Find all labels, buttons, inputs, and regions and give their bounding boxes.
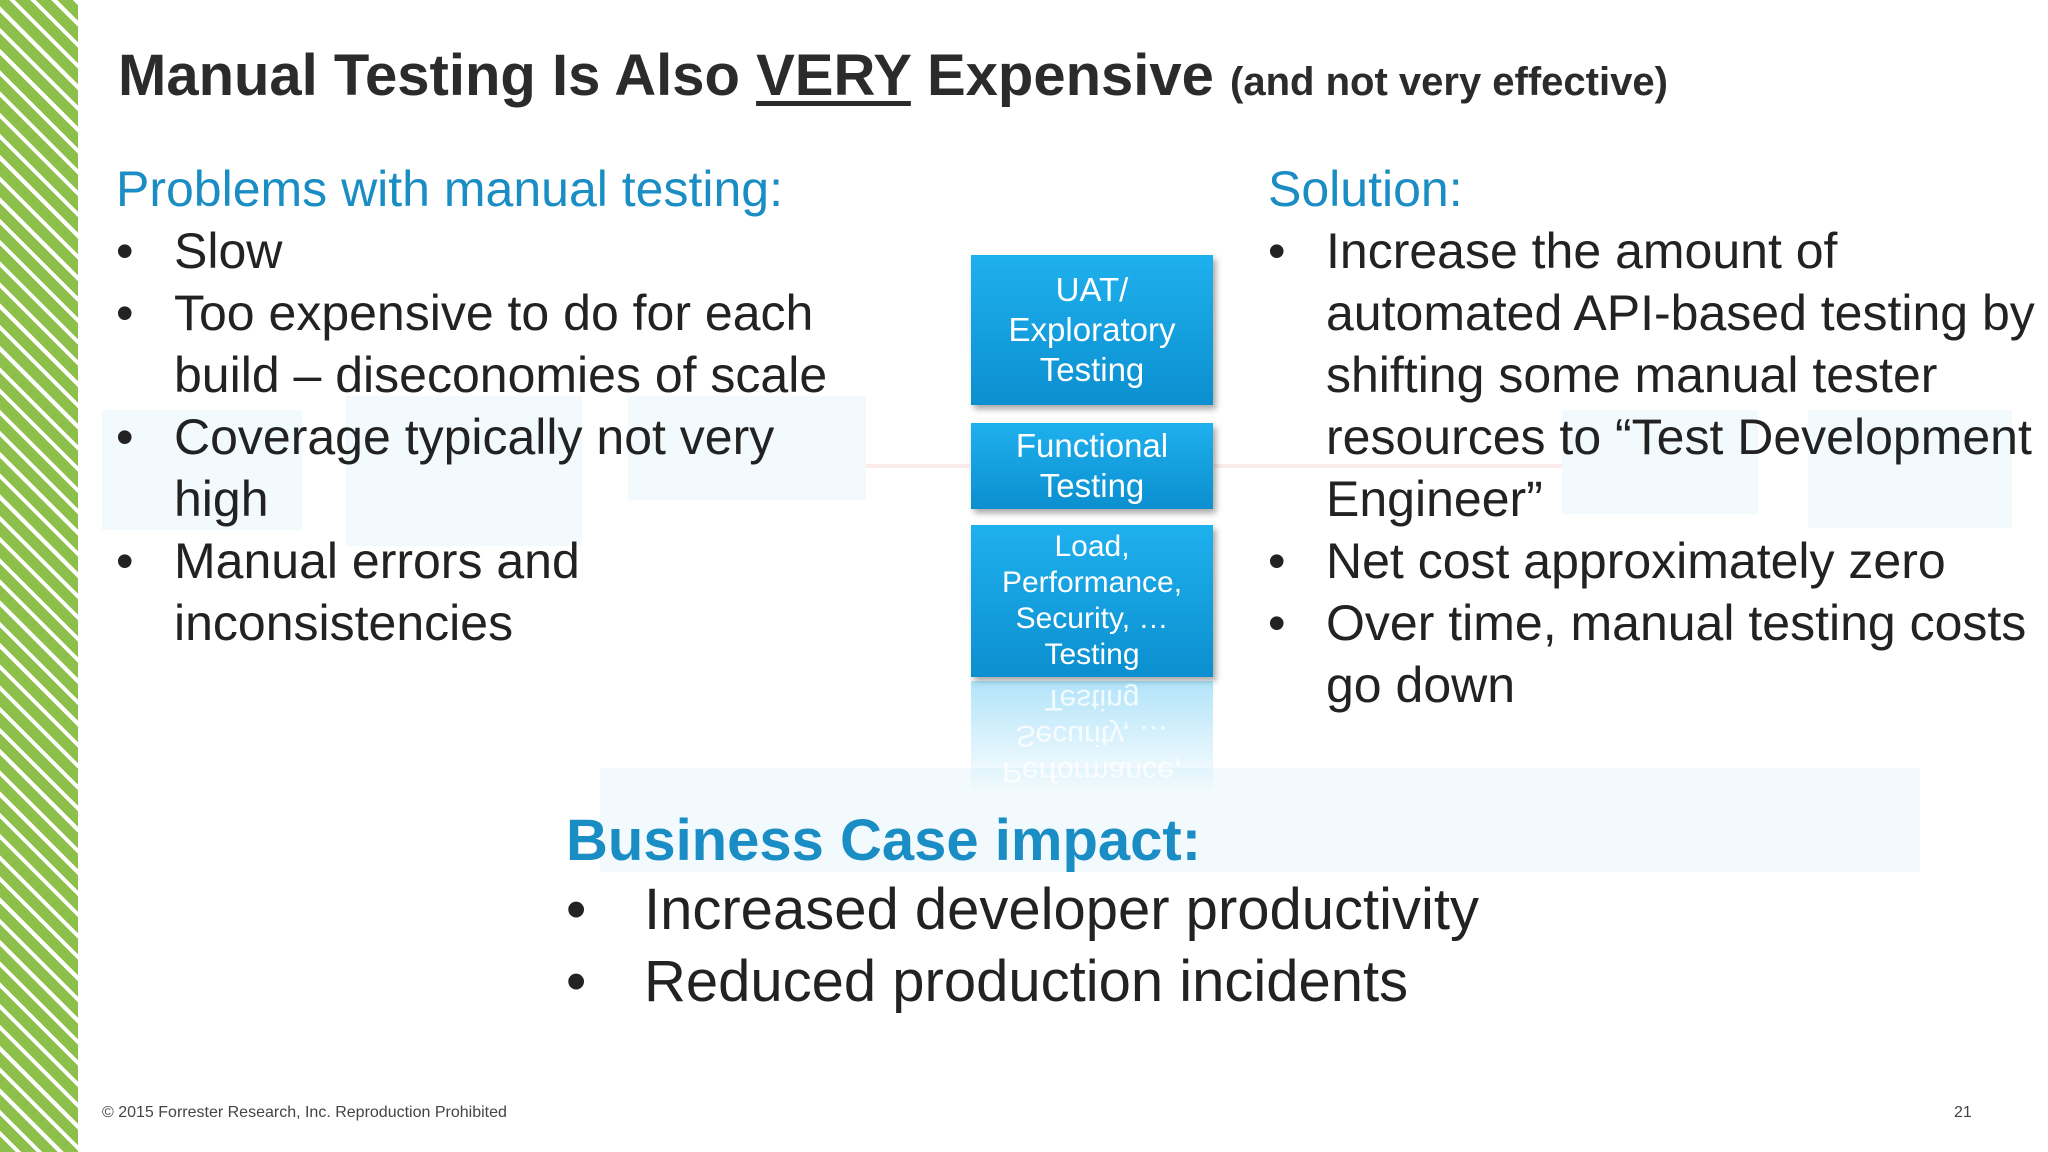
decorative-stripe bbox=[0, 0, 78, 1152]
title-prefix: Manual Testing Is Also bbox=[118, 43, 757, 108]
problems-heading: Problems with manual testing: bbox=[116, 161, 783, 217]
list-item: • Over time, manual testing costs go down bbox=[1268, 592, 2048, 716]
bullet-marker: • bbox=[116, 409, 134, 465]
list-item-text: Reduced production incidents bbox=[644, 949, 1409, 1014]
bullet-marker: • bbox=[116, 285, 134, 341]
business-case-heading: Business Case impact: bbox=[566, 808, 1202, 873]
load-testing-reflection: Load, Performance, Security, … Testing bbox=[971, 681, 1213, 793]
list-item-text: Increase the amount of automated API-bas… bbox=[1326, 223, 2035, 527]
list-item: • Coverage typically not very high bbox=[116, 406, 876, 530]
bullet-marker: • bbox=[1268, 533, 1286, 589]
background-diagram-line bbox=[866, 464, 970, 468]
list-item-text: Too expensive to do for each build – dis… bbox=[174, 285, 828, 403]
list-item: • Increase the amount of automated API-ba… bbox=[1268, 220, 2048, 530]
load-testing-box: Load, Performance, Security, … Testing bbox=[971, 525, 1213, 677]
background-diagram-box bbox=[600, 768, 1920, 872]
bullet-marker: • bbox=[1268, 223, 1286, 279]
list-item-text: Slow bbox=[174, 223, 283, 279]
functional-testing-box: Functional Testing bbox=[971, 423, 1213, 509]
bullet-marker: • bbox=[116, 533, 134, 589]
list-item: • Manual errors and inconsistencies bbox=[116, 530, 876, 654]
page-number: 21 bbox=[1954, 1104, 1972, 1121]
list-item: • Increased developer productivity bbox=[566, 874, 1966, 946]
list-item: • Net cost approximately zero bbox=[1268, 530, 2048, 592]
load-testing-label: Load, Performance, Security, … Testing bbox=[1001, 530, 1183, 671]
list-item: • Reduced production incidents bbox=[566, 946, 1966, 1018]
solution-section: Solution: • Increase the amount of automa… bbox=[1268, 160, 2048, 716]
bullet-marker: • bbox=[1268, 595, 1286, 651]
list-item-text: Net cost approximately zero bbox=[1326, 533, 1946, 589]
background-diagram-box bbox=[102, 410, 302, 530]
solution-heading: Solution: bbox=[1268, 161, 1463, 217]
slide-title: Manual Testing Is Also VERY Expensive (a… bbox=[118, 42, 1668, 109]
bullet-marker: • bbox=[116, 223, 134, 279]
list-item-text: Coverage typically not very high bbox=[174, 409, 775, 527]
business-case-list: • Increased developer productivity • Reduc… bbox=[566, 874, 1966, 1018]
list-item: • Too expensive to do for each build – di… bbox=[116, 282, 876, 406]
background-diagram-box bbox=[1562, 410, 1758, 514]
bullet-marker: • bbox=[566, 877, 587, 942]
title-subtitle: (and not very effective) bbox=[1230, 60, 1668, 104]
title-emphasis: VERY bbox=[756, 43, 911, 108]
bullet-marker: • bbox=[566, 949, 587, 1014]
business-case-section: Business Case impact: • Increased develop… bbox=[566, 808, 1966, 1018]
background-diagram-line bbox=[1214, 464, 1562, 468]
background-diagram-box bbox=[628, 396, 866, 500]
title-suffix: Expensive bbox=[910, 43, 1214, 108]
list-item-text: Manual errors and inconsistencies bbox=[174, 533, 580, 651]
background-diagram-box bbox=[346, 396, 582, 546]
functional-testing-label: Functional Testing bbox=[1015, 427, 1169, 504]
problems-section: Problems with manual testing: • Slow • Too… bbox=[116, 160, 876, 654]
list-item-text: Increased developer productivity bbox=[644, 877, 1480, 942]
list-item-text: Over time, manual testing costs go down bbox=[1326, 595, 2027, 713]
uat-testing-box: UAT/ Exploratory Testing bbox=[971, 255, 1213, 405]
copyright-footer: © 2015 Forrester Research, Inc. Reproduc… bbox=[102, 1104, 507, 1121]
solution-list: • Increase the amount of automated API-ba… bbox=[1268, 220, 2048, 716]
load-testing-reflection-label: Load, Performance, Security, … Testing bbox=[1001, 683, 1183, 793]
testing-boxes: UAT/ Exploratory Testing Functional Test… bbox=[971, 255, 1213, 793]
background-diagram-box bbox=[1808, 410, 2012, 528]
uat-testing-label: UAT/ Exploratory Testing bbox=[1008, 271, 1176, 388]
list-item: • Slow bbox=[116, 220, 876, 282]
problems-list: • Slow • Too expensive to do for each buil… bbox=[116, 220, 876, 654]
